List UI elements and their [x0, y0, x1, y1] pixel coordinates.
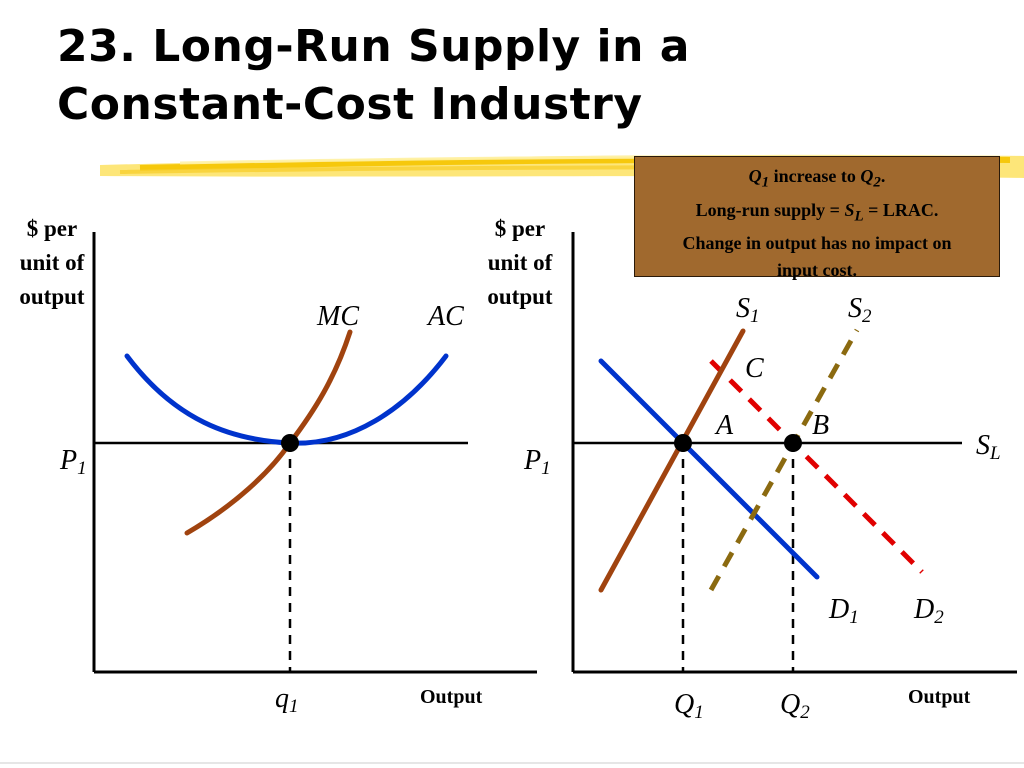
point-b-label: B [812, 410, 830, 441]
left-graph [92, 232, 537, 674]
note-line-1: Q1 increase to Q2. [748, 166, 886, 191]
supply-s2-curve [708, 328, 860, 592]
point-a [674, 434, 692, 452]
supply-s1-curve [598, 328, 746, 593]
mc-label: MC [317, 301, 359, 332]
d2-label: D2 [914, 594, 944, 629]
left-x-axis-label: Output [420, 686, 483, 708]
ac-label: AC [428, 301, 464, 332]
title-line-1: 23. Long-Run Supply in a [57, 21, 690, 72]
footer-divider [0, 762, 1024, 764]
s1-label: S1 [736, 293, 760, 328]
note-line-3: Change in output has no impact on [682, 233, 952, 254]
s2-label: S2 [848, 293, 872, 328]
note-line-4: input cost. [776, 260, 857, 281]
note-line-2: Long-run supply = SL = LRAC. [695, 199, 939, 225]
ac-curve [124, 353, 449, 446]
title-line-2: Constant-Cost Industry [57, 79, 643, 130]
mc-curve [184, 329, 353, 536]
point-b [784, 434, 802, 452]
right-p1-label: P1 [524, 445, 551, 480]
annotation-box: Q1 increase to Q2. Long-run supply = SL … [634, 156, 1000, 280]
left-equilibrium-point [281, 434, 299, 452]
right-q1-label: Q1 [674, 689, 704, 724]
d1-label: D1 [829, 594, 859, 629]
right-q2-label: Q2 [780, 689, 810, 724]
demand-d1-curve [598, 358, 820, 580]
right-x-axis-label: Output [908, 686, 971, 708]
demand-d2-curve [709, 359, 924, 574]
left-p1-label: P1 [60, 445, 87, 480]
sl-label: SL [976, 430, 1001, 465]
point-c-label: C [745, 353, 764, 384]
point-a-label: A [716, 410, 734, 441]
slide-title: 23. Long-Run Supply in a Constant-Cost I… [57, 18, 690, 134]
right-y-axis-label: $ per unit of output [487, 216, 553, 309]
right-graph [571, 232, 1017, 674]
left-q1-label: q1 [275, 683, 299, 718]
left-y-axis-label: $ per unit of output [19, 216, 85, 309]
